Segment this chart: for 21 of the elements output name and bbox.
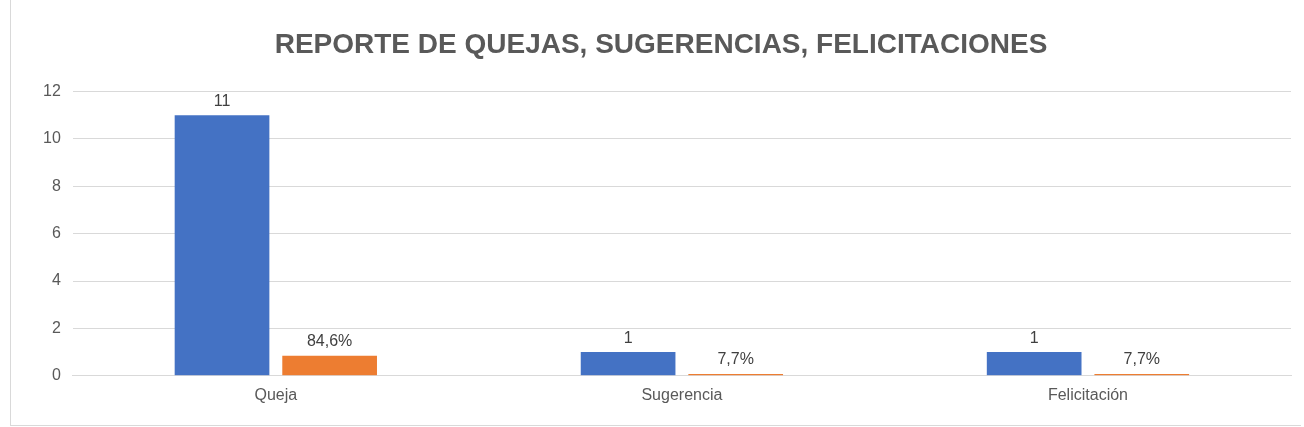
- data-label: 7,7%: [717, 350, 754, 368]
- data-label: 7,7%: [1123, 350, 1160, 368]
- x-tick-label: Sugerencia: [641, 385, 723, 403]
- x-tick-label: Felicitación: [1047, 385, 1128, 403]
- chart-title: REPORTE DE QUEJAS, SUGERENCIAS, FELICITACIONES: [274, 27, 1048, 59]
- data-label: 1: [623, 328, 633, 346]
- bar: [282, 355, 377, 376]
- y-tick-label: 0: [51, 366, 61, 384]
- bar: [986, 352, 1082, 376]
- data-label: 11: [213, 91, 231, 109]
- y-tick-label: 12: [43, 82, 61, 100]
- data-label: 1: [1029, 328, 1039, 346]
- y-tick-label: 4: [51, 271, 61, 289]
- y-tick-label: 2: [51, 318, 61, 336]
- y-tick-label: 8: [51, 176, 61, 194]
- bar: [174, 115, 270, 376]
- bar: [580, 352, 676, 376]
- y-tick-label: 6: [51, 224, 61, 242]
- y-tick-label: 10: [43, 129, 61, 147]
- x-tick-label: Queja: [254, 385, 298, 403]
- data-label: 84,6%: [306, 332, 353, 350]
